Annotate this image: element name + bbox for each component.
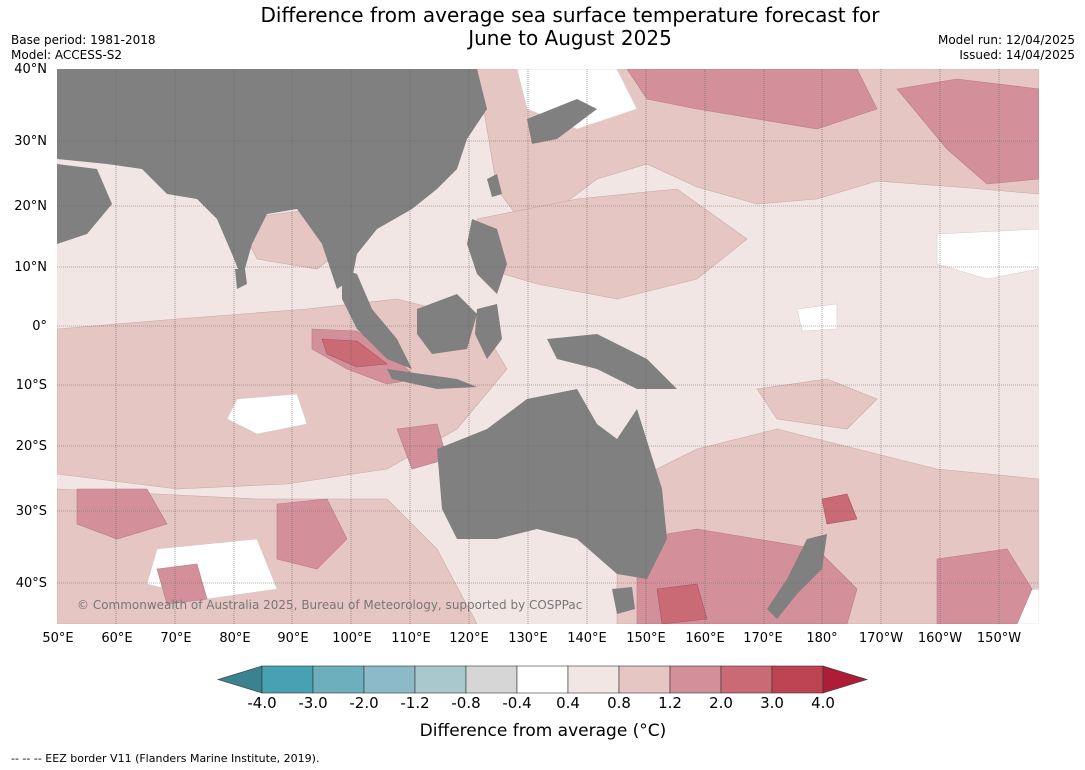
colorbar-segment — [363, 665, 416, 694]
issued-text: Issued: 14/04/2025 — [959, 48, 1075, 62]
lon-label: 50°E — [42, 631, 74, 646]
lon-label: 100°E — [332, 631, 372, 646]
lon-label: 130°E — [508, 631, 548, 646]
lon-label: 170°W — [858, 631, 904, 646]
colorbar-tick-label: 0.8 — [607, 694, 631, 712]
lat-label: 40°S — [15, 576, 47, 591]
lat-label: 20°S — [15, 439, 47, 454]
lat-label: 10°N — [14, 260, 47, 275]
footnote: -- -- -- EEZ border V11 (Flanders Marine… — [11, 752, 320, 765]
copyright-text: © Commonwealth of Australia 2025, Bureau… — [77, 598, 583, 612]
colorbar-tick-label: 1.2 — [658, 694, 682, 712]
chart-title: Difference from average sea surface temp… — [200, 4, 940, 50]
colorbar-title: Difference from average (°C) — [419, 721, 667, 741]
lon-label: 110°E — [391, 631, 431, 646]
anomaly-1-2-to-2-0 — [76, 69, 1039, 624]
model-text: Model: ACCESS-S2 — [11, 48, 123, 62]
lat-label: 40°N — [14, 62, 47, 77]
sst-anomaly-map[interactable]: © Commonwealth of Australia 2025, Bureau… — [57, 69, 1039, 624]
land-masses — [57, 69, 827, 619]
colorbar-arrow-high — [822, 665, 869, 694]
title-line-2: June to August 2025 — [468, 26, 672, 50]
colorbar-tick-label: -3.0 — [298, 694, 328, 712]
colorbar-segment — [465, 665, 518, 694]
colorbar-tick-label: -4.0 — [247, 694, 277, 712]
colorbar-tick-label: -2.0 — [349, 694, 379, 712]
colorbar-segment — [618, 665, 671, 694]
colorbar-tick-label: -0.4 — [502, 694, 532, 712]
colorbar-segment — [669, 665, 722, 694]
colorbar-segment — [414, 665, 467, 694]
lon-label: 150°W — [976, 631, 1022, 646]
graticule — [57, 69, 1039, 624]
colorbar-tick-label: -0.8 — [451, 694, 481, 712]
map-svg — [57, 69, 1039, 624]
lon-label: 180° — [806, 631, 838, 646]
lon-label: 90°E — [277, 631, 309, 646]
colorbar-tick-label: 4.0 — [811, 694, 835, 712]
lon-label: 60°E — [101, 631, 133, 646]
colorbar-tick-label: 3.0 — [760, 694, 784, 712]
colorbar-tick-label: 2.0 — [709, 694, 733, 712]
lon-label: 170°E — [743, 631, 783, 646]
colorbar-segment — [261, 665, 314, 694]
meta-right: Model run: 12/04/2025 Issued: 14/04/2025 — [938, 33, 1075, 63]
colorbar-tick-label: -1.2 — [400, 694, 430, 712]
lon-label: 160°E — [685, 631, 725, 646]
lon-label: 120°E — [449, 631, 489, 646]
lat-label: 10°S — [15, 378, 47, 393]
lat-label: 30°S — [15, 504, 47, 519]
lat-label: 30°N — [14, 134, 47, 149]
title-line-1: Difference from average sea surface temp… — [260, 3, 880, 27]
colorbar-segment — [771, 665, 824, 694]
colorbar-arrow-low — [216, 665, 263, 694]
lon-label: 70°E — [160, 631, 192, 646]
colorbar-segment — [312, 665, 365, 694]
lat-label: 20°N — [14, 199, 47, 214]
base-period-text: Base period: 1981-2018 — [11, 33, 156, 47]
lon-label: 160°W — [917, 631, 963, 646]
lat-label: 0° — [32, 319, 47, 334]
lon-label: 140°E — [567, 631, 607, 646]
colorbar-tick-label: 0.4 — [556, 694, 580, 712]
anomaly-2-0-to-3-0 — [321, 338, 858, 624]
model-run-text: Model run: 12/04/2025 — [937, 33, 1075, 47]
colorbar-segment — [516, 665, 569, 694]
colorbar-segment — [720, 665, 773, 694]
lon-label: 150°E — [626, 631, 666, 646]
meta-left: Base period: 1981-2018 Model: ACCESS-S2 — [11, 33, 156, 63]
colorbar-segment — [567, 665, 620, 694]
lon-label: 80°E — [219, 631, 251, 646]
